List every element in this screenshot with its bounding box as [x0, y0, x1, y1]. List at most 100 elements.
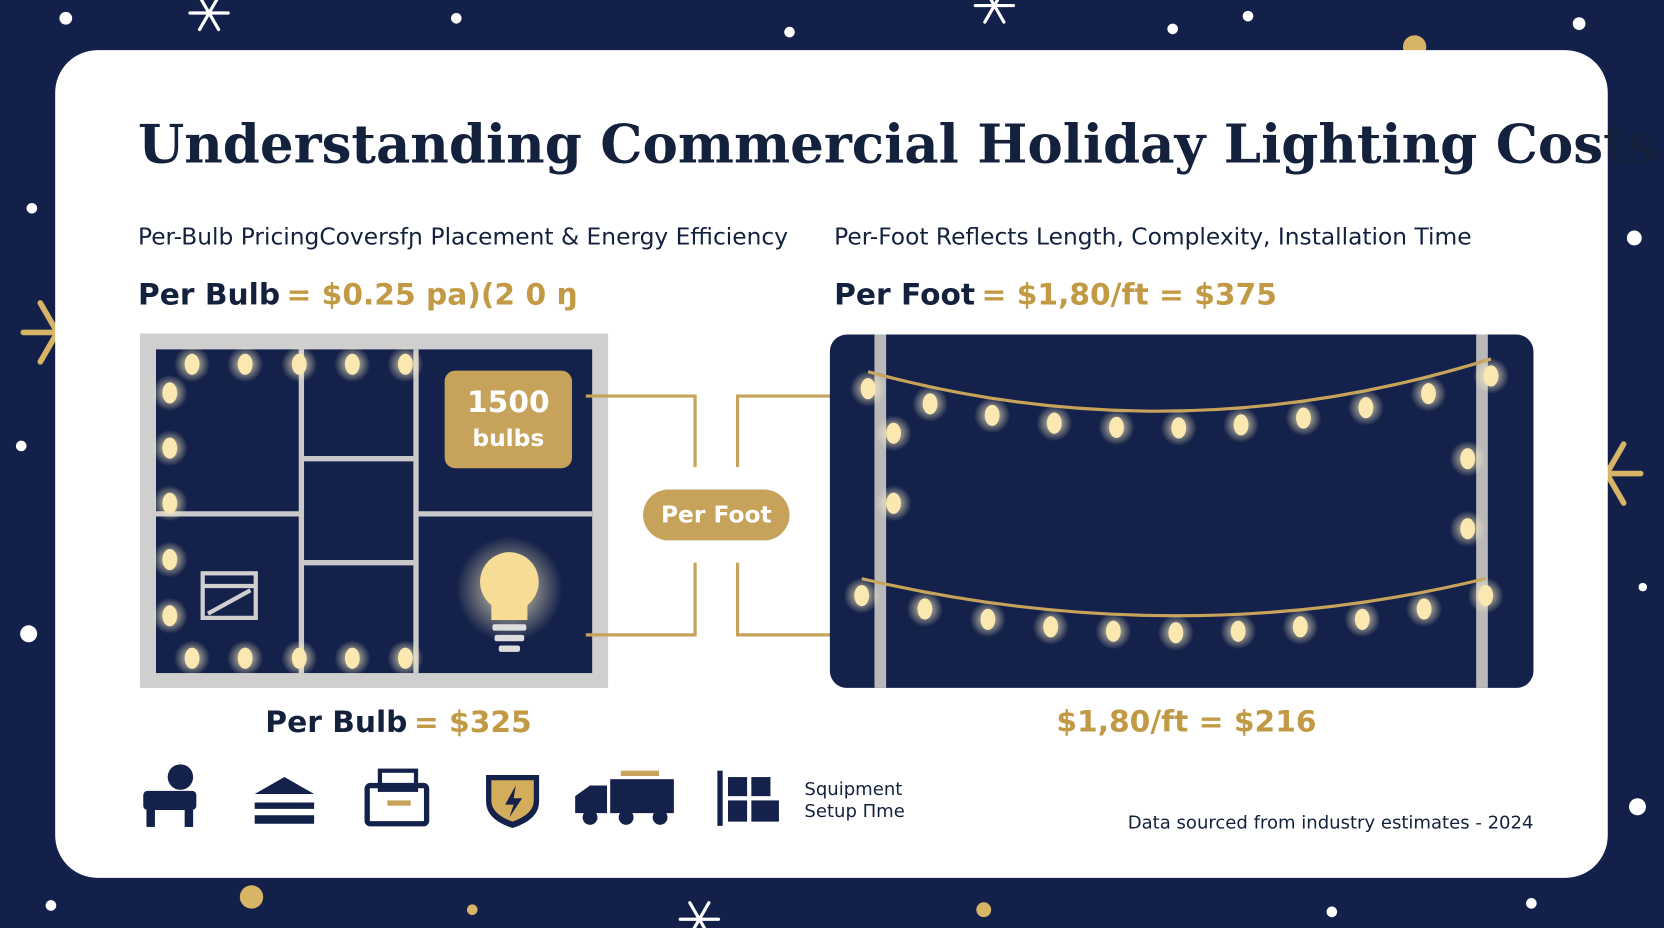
bulb [162, 437, 178, 459]
post [1476, 334, 1488, 688]
bulb [397, 353, 413, 375]
bulb [854, 584, 870, 607]
string-bulbs [843, 357, 1510, 651]
panel-icon [717, 770, 779, 826]
connector-pill [643, 489, 790, 541]
bulb [1296, 407, 1311, 429]
leg [184, 809, 194, 827]
floor-plan: 1500 bulbs [140, 333, 609, 688]
bulb [184, 353, 200, 375]
connector-label: Per Foot [661, 500, 772, 528]
leg [146, 809, 155, 827]
bulb [1478, 584, 1494, 607]
left-formula: Per Bulb = $0.25 pa)(2 0 ŋ [138, 277, 578, 312]
shape [717, 770, 723, 826]
bulb [1483, 365, 1499, 387]
plan-bulbs [151, 346, 424, 677]
bulb [397, 647, 413, 669]
head [167, 764, 194, 790]
snow-dot [1326, 906, 1338, 918]
snow-dot [45, 900, 57, 911]
right-total: $1,80/ft = $216 [1056, 704, 1316, 739]
bulb [886, 422, 901, 444]
shape [610, 779, 674, 814]
bulb [1230, 620, 1246, 642]
shape [751, 777, 771, 797]
value: = $0.25 pa)(2 0 ŋ [286, 277, 577, 312]
bulb [1171, 417, 1187, 439]
shape [387, 800, 411, 806]
bulb [1292, 616, 1308, 638]
right-formula: Per Foot = $1,80/ft = $375 [834, 277, 1277, 312]
wheel [652, 809, 668, 825]
building-icon [254, 777, 315, 824]
bulb [237, 353, 253, 375]
shape [364, 782, 430, 827]
window [200, 571, 258, 620]
walls [156, 349, 593, 674]
bulb-base [494, 634, 525, 642]
bulb [922, 393, 938, 415]
worker-icon [143, 764, 197, 827]
bulb [1421, 383, 1436, 405]
snow-dot [1638, 582, 1648, 592]
wall [156, 349, 593, 674]
shape [728, 800, 748, 822]
gold-dot [976, 902, 992, 918]
bulb-icon [456, 536, 563, 652]
bulb [1416, 598, 1432, 620]
bulb [1109, 416, 1124, 438]
label: Per Bulb [265, 704, 407, 739]
label: Per Bulb [138, 277, 280, 312]
string-lights [829, 334, 1534, 688]
snow-dot [1628, 798, 1646, 816]
bulb-glass [480, 552, 539, 620]
icons [143, 764, 779, 828]
snow-dot [26, 202, 38, 214]
window-line [202, 583, 256, 616]
body [143, 790, 197, 810]
bolt [505, 785, 523, 818]
bulb [860, 378, 876, 400]
bulb [1105, 620, 1121, 642]
value: = $325 [414, 704, 532, 739]
shape [377, 768, 419, 792]
snow-dot [1242, 10, 1254, 22]
bulb [1358, 397, 1374, 419]
snow-dot [1167, 23, 1178, 35]
bulb [344, 647, 360, 669]
label: Per Foot [834, 277, 975, 312]
snowflake [973, 0, 1016, 24]
bulb [162, 548, 178, 571]
legend-line: Squipment [804, 779, 902, 800]
connectors [585, 394, 846, 637]
bulb [162, 382, 178, 404]
shape [751, 800, 779, 822]
badge-number: 1500 [467, 385, 550, 420]
right-subtitle: Per-Foot Reflects Length, Complexity, In… [834, 222, 1472, 250]
bulb [162, 605, 178, 627]
snow-dot [1626, 230, 1642, 246]
bulb-base [498, 645, 520, 652]
footnote: Data sourced from industry estimates - 2… [1128, 813, 1534, 834]
gold-dot [239, 885, 264, 909]
shape [728, 777, 748, 797]
snowflake-arm [692, 901, 711, 928]
bulb [1460, 518, 1476, 540]
wheel [618, 809, 634, 825]
left-total: Per Bulb = $325 [265, 704, 531, 739]
bulb [344, 353, 360, 375]
snow-dot [1572, 17, 1586, 30]
title: Understanding Commercial Holiday Lightin… [138, 112, 1658, 175]
bulb [237, 647, 253, 669]
wheel [582, 809, 598, 825]
shield-icon [486, 774, 540, 828]
badge [444, 370, 572, 469]
value: = $1,80/ft = $375 [982, 277, 1277, 312]
snow-dot [1526, 898, 1537, 909]
gold-dot [466, 904, 478, 916]
bulb [984, 404, 1000, 426]
bulb [291, 647, 307, 669]
snow-dot [15, 440, 27, 452]
